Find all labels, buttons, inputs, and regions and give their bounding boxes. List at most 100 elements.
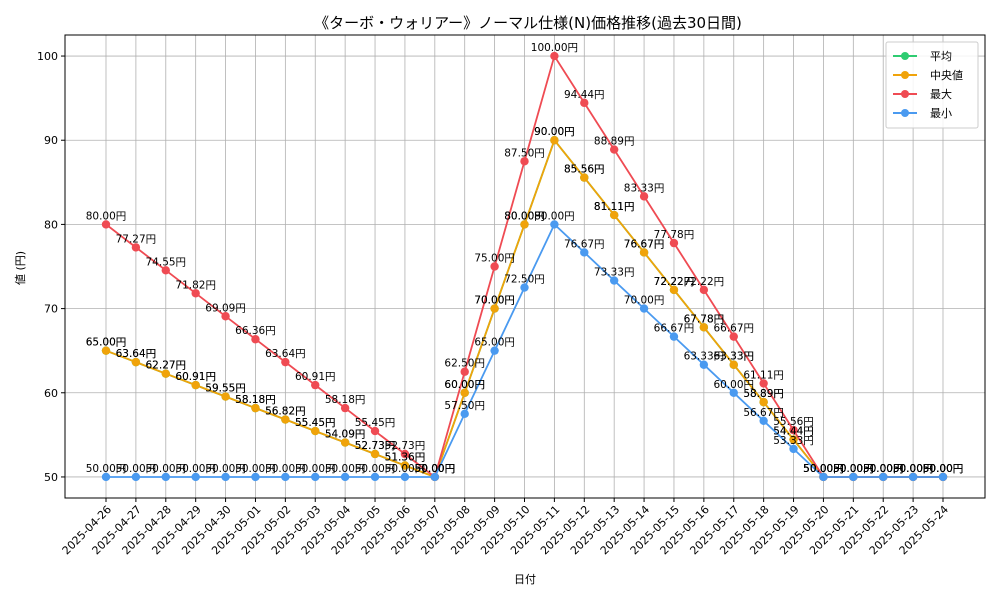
data-label: 50.00円 bbox=[893, 463, 934, 475]
data-label: 54.44円 bbox=[773, 426, 814, 438]
data-point bbox=[639, 248, 649, 257]
data-point bbox=[191, 472, 200, 482]
data-point bbox=[400, 472, 410, 482]
data-label: 63.33円 bbox=[684, 351, 725, 363]
data-label: 81.11円 bbox=[594, 201, 635, 213]
data-label: 94.44円 bbox=[564, 89, 605, 101]
data-point bbox=[520, 220, 529, 229]
data-label: 72.50円 bbox=[504, 274, 545, 286]
data-label: 77.78円 bbox=[654, 229, 695, 241]
data-label: 50.00円 bbox=[415, 463, 456, 475]
legend-swatch-marker bbox=[901, 90, 909, 98]
data-label: 71.82円 bbox=[175, 279, 216, 291]
data-label: 58.18円 bbox=[235, 394, 276, 406]
data-point bbox=[580, 173, 589, 182]
data-point bbox=[131, 357, 141, 367]
data-label: 60.91円 bbox=[175, 371, 216, 383]
data-label: 74.55円 bbox=[146, 256, 187, 268]
data-label: 76.67円 bbox=[564, 238, 605, 250]
data-point bbox=[580, 248, 589, 257]
data-point bbox=[281, 357, 290, 367]
data-label: 83.33円 bbox=[624, 182, 665, 194]
data-label: 69.09円 bbox=[205, 302, 246, 314]
data-label: 53.33円 bbox=[773, 435, 814, 447]
data-label: 50.00円 bbox=[893, 463, 934, 475]
data-label: 50.00円 bbox=[146, 463, 187, 475]
data-label: 50.00円 bbox=[863, 463, 904, 475]
data-point bbox=[161, 369, 170, 378]
data-point bbox=[639, 304, 649, 313]
data-label: 58.89円 bbox=[743, 388, 784, 400]
x-axis-ticks: 2025-04-262025-04-272025-04-282025-04-29… bbox=[60, 498, 951, 557]
data-point bbox=[669, 238, 679, 248]
legend-swatch-marker bbox=[901, 109, 909, 117]
data-point bbox=[221, 472, 230, 482]
data-label: 66.67円 bbox=[713, 323, 754, 335]
legend-swatch-marker bbox=[901, 71, 909, 79]
data-point bbox=[490, 262, 499, 271]
data-point bbox=[819, 472, 828, 482]
data-point bbox=[490, 346, 499, 355]
data-point bbox=[759, 416, 768, 426]
data-label: 50.00円 bbox=[833, 463, 874, 475]
data-label: 55.45円 bbox=[295, 417, 336, 429]
data-point bbox=[131, 472, 141, 482]
data-label: 55.45円 bbox=[355, 417, 396, 429]
data-label: 73.33円 bbox=[594, 267, 635, 279]
data-label: 54.09円 bbox=[325, 429, 366, 441]
data-label: 90.00円 bbox=[534, 126, 575, 138]
data-label: 100.00円 bbox=[531, 42, 578, 54]
data-label: 60.00円 bbox=[444, 379, 485, 391]
data-point bbox=[609, 145, 619, 154]
data-label: 58.18円 bbox=[235, 394, 276, 406]
data-label: 52.73円 bbox=[355, 440, 396, 452]
data-label: 50.00円 bbox=[803, 463, 844, 475]
data-label: 65.00円 bbox=[474, 337, 515, 349]
data-label: 81.11円 bbox=[594, 201, 635, 213]
series-group bbox=[101, 51, 948, 482]
data-point bbox=[400, 461, 410, 470]
data-point bbox=[908, 472, 918, 482]
data-label: 50.00円 bbox=[803, 463, 844, 475]
data-point bbox=[340, 403, 350, 413]
data-point bbox=[938, 472, 948, 482]
data-label: 50.00円 bbox=[923, 463, 964, 475]
data-label: 67.78円 bbox=[684, 313, 725, 325]
data-point bbox=[580, 98, 589, 108]
data-label: 66.67円 bbox=[654, 323, 695, 335]
data-label: 50.00円 bbox=[833, 463, 874, 475]
data-point bbox=[161, 266, 170, 275]
data-label: 67.78円 bbox=[684, 313, 725, 325]
data-point bbox=[729, 360, 738, 369]
data-label: 56.67円 bbox=[743, 407, 784, 419]
plot-frame bbox=[64, 34, 986, 499]
data-point bbox=[520, 157, 529, 166]
data-label: 57.50円 bbox=[444, 400, 485, 412]
data-label: 50.00円 bbox=[803, 463, 844, 475]
data-label: 85.56円 bbox=[564, 164, 605, 176]
data-label: 56.82円 bbox=[265, 406, 306, 418]
data-label: 80.00円 bbox=[504, 210, 545, 222]
data-label: 50.00円 bbox=[863, 463, 904, 475]
data-label: 50.00円 bbox=[923, 463, 964, 475]
data-label: 55.45円 bbox=[295, 417, 336, 429]
chart-title: 《ターボ・ウォリアー》ノーマル仕様(N)価格推移(過去30日間) bbox=[314, 14, 742, 32]
data-point bbox=[460, 388, 469, 397]
data-label: 87.50円 bbox=[504, 147, 545, 159]
data-point bbox=[101, 346, 111, 355]
data-point bbox=[400, 449, 410, 459]
data-point bbox=[311, 426, 320, 436]
data-point bbox=[849, 472, 858, 482]
data-label: 62.27円 bbox=[146, 360, 187, 372]
data-label: 50.00円 bbox=[923, 463, 964, 475]
data-label: 62.50円 bbox=[444, 358, 485, 370]
data-point bbox=[759, 397, 768, 407]
data-point bbox=[251, 472, 260, 482]
data-point bbox=[370, 449, 380, 459]
data-point bbox=[101, 472, 111, 482]
y-tick-label: 60 bbox=[44, 387, 58, 400]
data-point bbox=[879, 472, 888, 482]
data-labels: 65.00円63.64円62.27円60.91円59.55円58.18円56.8… bbox=[86, 42, 964, 475]
